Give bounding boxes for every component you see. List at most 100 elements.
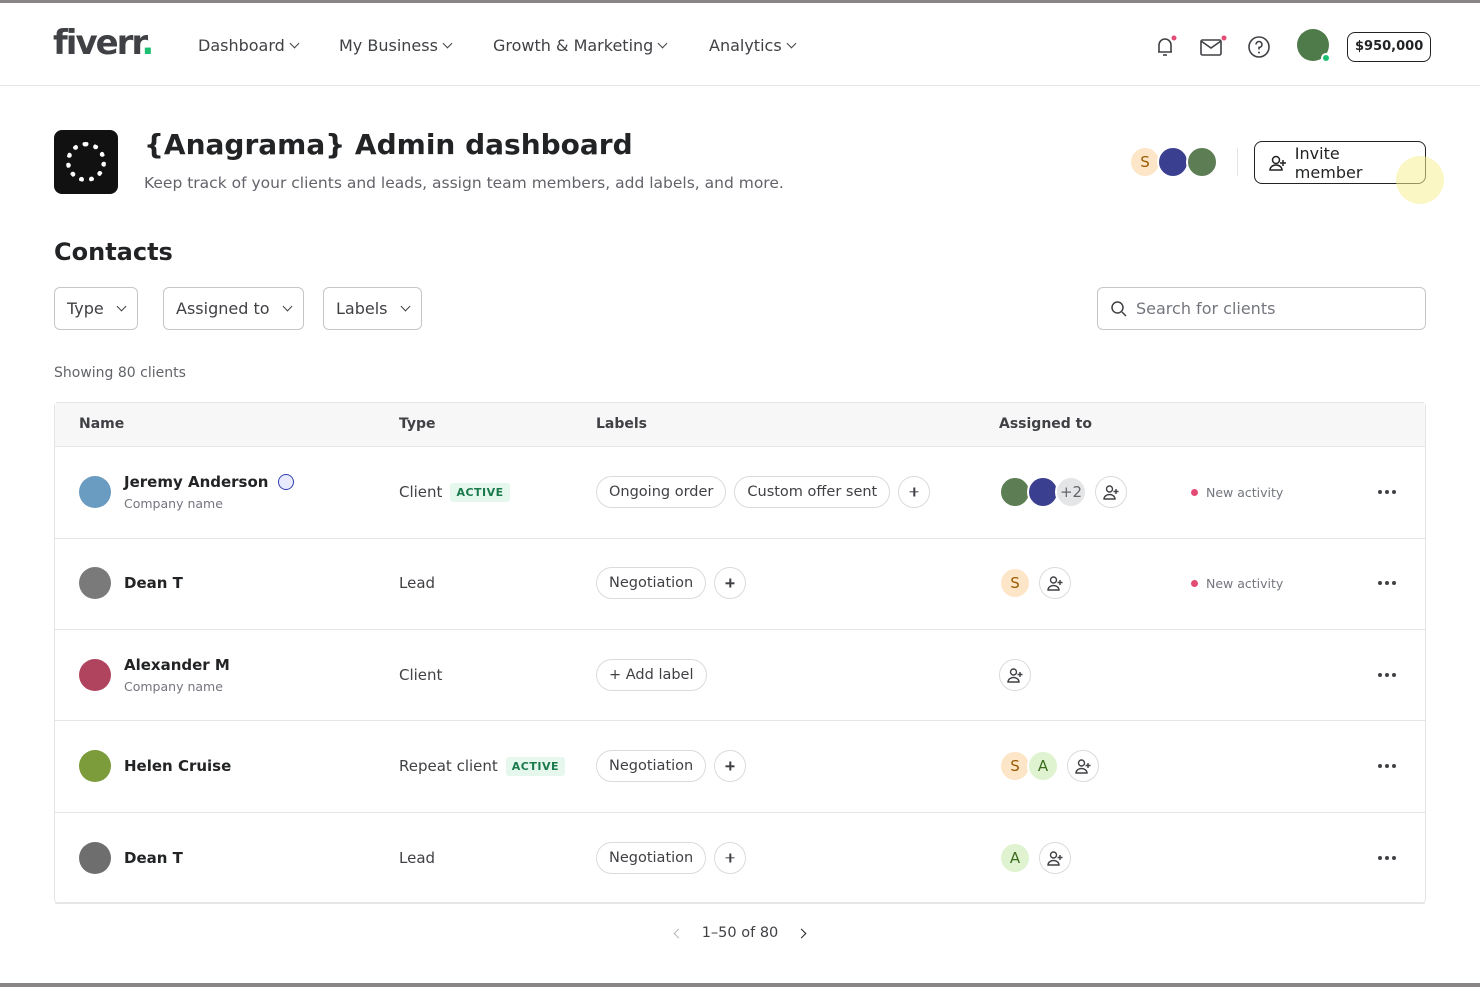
assigned-cell: A: [999, 813, 1071, 903]
column-header: Name: [79, 416, 125, 432]
filter-label: Labels: [336, 299, 388, 318]
activity-dot: [1191, 579, 1198, 587]
dot: [1378, 672, 1382, 677]
help-circle: [1248, 36, 1270, 58]
logo-text: fiverr: [53, 23, 143, 63]
add-label-button[interactable]: [898, 476, 931, 508]
more-icon: [1378, 672, 1396, 677]
assigned-cell: S: [999, 538, 1071, 628]
logo[interactable]: fiverr.: [53, 23, 154, 63]
notification-dot: [1221, 35, 1227, 41]
help-icon[interactable]: [1247, 35, 1271, 59]
contact-name-line: Helen Cruise: [124, 757, 231, 775]
add-label-button[interactable]: [714, 750, 747, 783]
assign-button[interactable]: [1067, 750, 1099, 783]
contact-info: Dean T: [124, 849, 183, 867]
dot: [1378, 490, 1382, 494]
next-page[interactable]: [796, 928, 807, 938]
label-pill[interactable]: Negotiation: [596, 567, 707, 600]
contact-name[interactable]: Alexander M: [124, 655, 230, 674]
filter-label: Assigned to: [176, 299, 270, 318]
filter-dropdown[interactable]: Labels: [323, 287, 422, 330]
icon-part: [1049, 576, 1058, 585]
label-pill[interactable]: Ongoing order: [596, 476, 727, 508]
result-count: Showing 80 clients: [54, 365, 186, 381]
chevron: [657, 38, 668, 49]
section-heading: Contacts: [54, 238, 173, 266]
assign-button[interactable]: [1039, 567, 1071, 600]
nav-item[interactable]: Analytics: [709, 36, 797, 55]
icon-part: [1085, 763, 1091, 769]
contact-type: Lead: [399, 848, 436, 867]
add-label-button[interactable]: [714, 567, 747, 600]
contact-avatar: [79, 658, 111, 691]
label-pill[interactable]: Negotiation: [596, 750, 707, 783]
name-cell: Dean T: [79, 813, 183, 903]
row-menu[interactable]: [1378, 538, 1396, 628]
person-add-icon: [1269, 155, 1286, 171]
labels-cell: Negotiation: [596, 538, 747, 628]
nav-item[interactable]: Dashboard: [198, 36, 300, 55]
contact-name[interactable]: Jeremy Anderson: [124, 473, 269, 491]
type-cell: Client: [399, 630, 442, 720]
contact-name-line: Jeremy Anderson: [124, 473, 295, 491]
nav-item-label: Growth & Marketing: [493, 36, 654, 55]
row-menu[interactable]: [1378, 630, 1396, 720]
icon-head: [1271, 155, 1281, 164]
column-header: Labels: [596, 416, 648, 432]
row-menu[interactable]: [1378, 721, 1396, 811]
icon-part: [1103, 493, 1116, 500]
labels-cell: + Add label: [596, 630, 707, 720]
contact-name-line: Dean T: [124, 849, 183, 867]
name-cell: Dean T: [79, 538, 183, 628]
mail-flap: [1200, 40, 1222, 49]
label-pill[interactable]: Negotiation: [596, 841, 707, 874]
table-row: Helen Cruise Repeat client ACTIVE Negotiati…: [55, 721, 1425, 813]
icon-part: [1075, 768, 1088, 774]
contact-name[interactable]: Helen Cruise: [124, 757, 232, 776]
add-label-button[interactable]: + Add label: [596, 658, 707, 691]
assignee-avatar: [999, 476, 1031, 508]
person-add-icon: [1047, 576, 1063, 592]
dot: [1392, 490, 1396, 494]
team-avatar: [1186, 146, 1218, 178]
filter-dropdown[interactable]: Type: [54, 287, 138, 330]
bell-icon[interactable]: [1153, 34, 1179, 60]
contact-name[interactable]: Dean T: [124, 848, 183, 867]
icon-part: [1007, 676, 1020, 683]
assign-button[interactable]: [999, 658, 1031, 691]
prev-page[interactable]: [673, 928, 684, 938]
assign-button[interactable]: [1039, 841, 1071, 874]
filter-dropdown[interactable]: Assigned to: [163, 287, 304, 330]
search-input[interactable]: Search for clients: [1097, 287, 1426, 330]
balance[interactable]: $950,000: [1347, 32, 1432, 62]
online-dot: [1321, 53, 1331, 63]
nav-item[interactable]: My Business: [339, 36, 453, 55]
row-menu[interactable]: [1378, 813, 1396, 903]
activity-cell: New activity: [1191, 447, 1283, 537]
label-pill[interactable]: Custom offer sent: [734, 476, 891, 508]
assign-button[interactable]: [1095, 476, 1127, 508]
mail-icon[interactable]: [1199, 34, 1227, 60]
assignee-initial: A: [999, 841, 1031, 874]
contact-name-line: Dean T: [124, 574, 183, 592]
invite-button[interactable]: Invite member: [1254, 141, 1426, 184]
row-menu[interactable]: [1378, 447, 1396, 537]
dot: [1378, 764, 1382, 769]
contact-info: Alexander M Company name: [124, 656, 230, 694]
nav-item[interactable]: Growth & Marketing: [493, 36, 668, 55]
icon-part: [1049, 850, 1058, 859]
bell-shape: [1158, 38, 1172, 53]
dot: [1392, 581, 1396, 586]
add-label-button[interactable]: [714, 841, 747, 874]
name-cell: Helen Cruise: [79, 721, 231, 811]
assigned-cell: +2: [999, 447, 1127, 537]
divider: [1237, 148, 1238, 176]
help-mark: [1255, 40, 1263, 50]
frame-bottom: [0, 983, 1480, 987]
table-header: Name Type Labels Assigned to: [55, 403, 1425, 447]
contact-name[interactable]: Dean T: [124, 574, 183, 593]
more-assignees: +2: [1055, 476, 1087, 508]
